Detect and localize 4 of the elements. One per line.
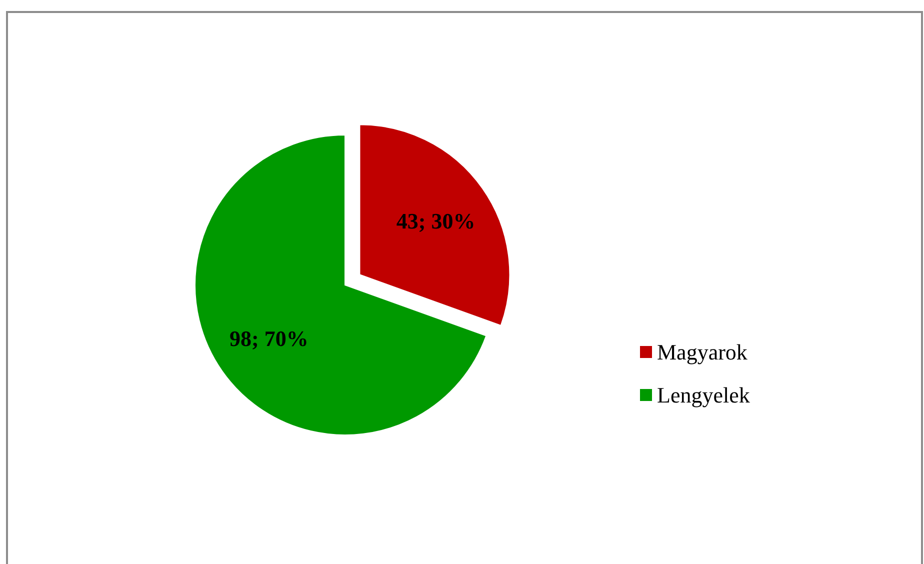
data-label: 43; 30% <box>396 208 476 234</box>
data-label: 98; 70% <box>230 326 308 351</box>
legend-label: Magyarok <box>657 340 748 364</box>
legend-label: Lengyelek <box>657 382 750 408</box>
